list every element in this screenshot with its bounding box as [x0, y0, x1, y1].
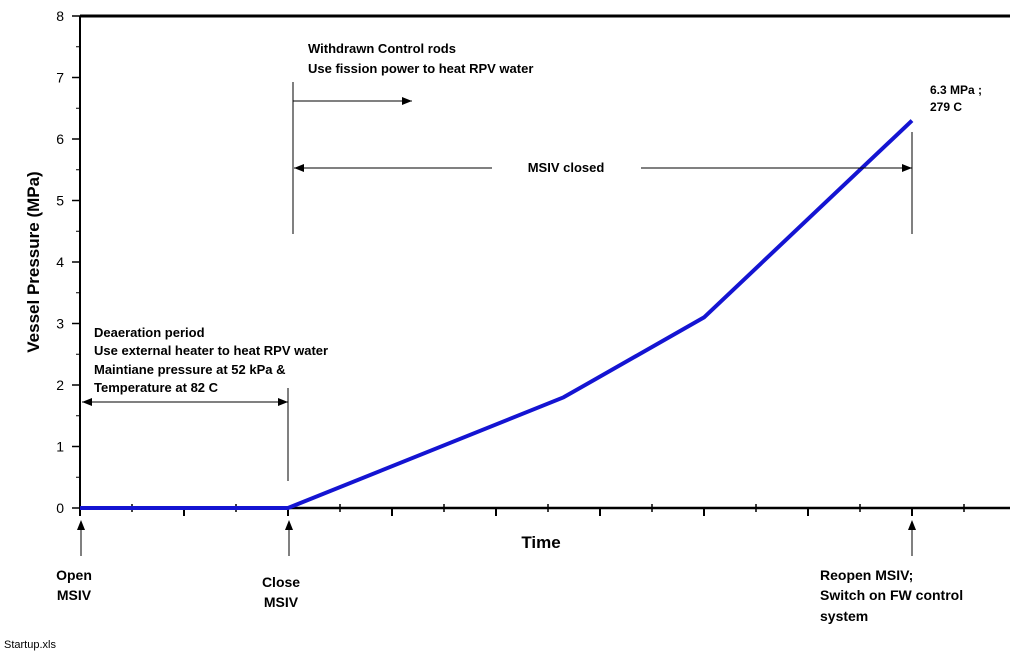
deaeration-line-4: Temperature at 82 C — [94, 380, 219, 395]
event-close-line-2: MSIV — [264, 594, 299, 610]
series-line — [80, 119, 914, 510]
msiv-closed-span — [294, 132, 913, 234]
deaeration-annotation: Deaeration period Use external heater to… — [94, 325, 328, 395]
y-axis-label: Vessel Pressure (MPa) — [24, 171, 43, 352]
y-tick-label: 6 — [56, 131, 64, 147]
withdrawn-line-2: Use fission power to heat RPV water — [308, 61, 533, 76]
withdrawn-line-1: Withdrawn Control rods — [308, 41, 456, 56]
event-open-line-1: Open — [56, 567, 92, 583]
event-reopen-line-3: system — [820, 608, 868, 624]
y-tick-label: 8 — [56, 8, 64, 24]
endpoint-line-1: 6.3 MPa ; — [930, 83, 982, 97]
endpoint-annotation: 6.3 MPa ; 279 C — [930, 83, 982, 114]
event-close: Close MSIV — [262, 574, 300, 610]
y-tick-label: 2 — [56, 377, 64, 393]
footer-filename: Startup.xls — [4, 639, 56, 651]
event-reopen-line-2: Switch on FW control — [820, 587, 963, 603]
deaeration-line-2: Use external heater to heat RPV water — [94, 343, 328, 358]
y-tick-label: 7 — [56, 70, 64, 86]
y-ticks: 0 1 2 3 4 5 6 7 8 — [56, 8, 80, 516]
event-close-line-1: Close — [262, 574, 300, 590]
deaeration-line-3: Maintiane pressure at 52 kPa & — [94, 362, 285, 377]
event-open-line-2: MSIV — [57, 587, 92, 603]
event-open: Open MSIV — [56, 567, 92, 603]
x-axis-label: Time — [521, 533, 560, 552]
withdrawn-arrow — [292, 82, 412, 234]
y-tick-label: 5 — [56, 193, 64, 209]
y-tick-label: 3 — [56, 316, 64, 332]
y-tick-label: 0 — [56, 500, 64, 516]
axes — [79, 14, 1010, 510]
deaeration-line-1: Deaeration period — [94, 325, 205, 340]
msiv-closed-label: MSIV closed — [528, 160, 605, 175]
y-tick-label: 4 — [56, 254, 64, 270]
y-tick-label: 1 — [56, 439, 64, 455]
event-reopen-line-1: Reopen MSIV; — [820, 567, 913, 583]
event-arrows — [77, 520, 916, 556]
event-reopen: Reopen MSIV; Switch on FW control system — [820, 567, 963, 624]
withdrawn-annotation: Withdrawn Control rods Use fission power… — [308, 41, 533, 76]
endpoint-line-2: 279 C — [930, 100, 962, 114]
deaeration-span-arrow — [82, 388, 289, 481]
